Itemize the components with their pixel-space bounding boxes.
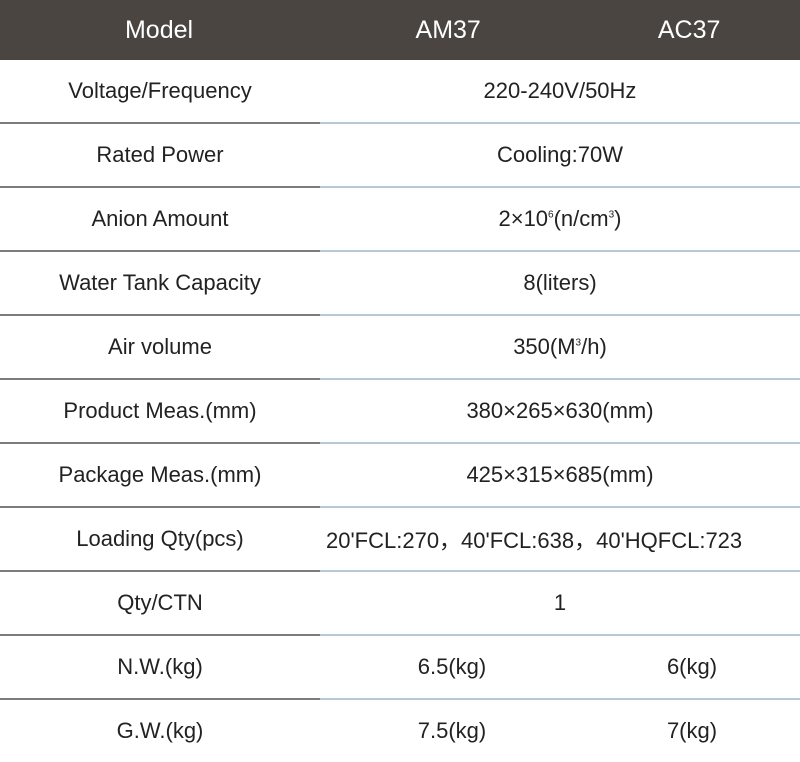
table-row: Water Tank Capacity 8(liters) xyxy=(0,252,800,314)
row-value: Cooling:70W xyxy=(497,142,623,167)
row-divider xyxy=(0,250,800,252)
row-divider xyxy=(0,186,800,188)
header-ac37: AC37 xyxy=(657,15,721,44)
row-label: Voltage/Frequency xyxy=(68,78,252,103)
table-row: Rated Power Cooling:70W xyxy=(0,124,800,186)
table-row: Air volume 350(M3/h) xyxy=(0,316,800,378)
row-value: 2×106(n/cm3) xyxy=(498,206,622,231)
row-label: Product Meas.(mm) xyxy=(63,398,257,423)
value-ac37: 6(kg) xyxy=(666,654,718,679)
row-divider xyxy=(0,122,800,124)
row-value: 350(M3/h) xyxy=(513,334,607,359)
row-label: Water Tank Capacity xyxy=(59,270,261,295)
row-value: 220-240V/50Hz xyxy=(483,78,637,103)
row-label: Package Meas.(mm) xyxy=(58,462,262,487)
value-am37: 7.5(kg) xyxy=(417,718,487,743)
table-row: N.W.(kg) 6.5(kg) 6(kg) xyxy=(0,636,800,698)
row-divider xyxy=(0,442,800,444)
row-divider xyxy=(0,506,800,508)
row-value: 20'FCL:270，40'FCL:638，40'HQFCL:723 xyxy=(326,528,743,553)
row-label: Rated Power xyxy=(96,142,224,167)
table-row: Loading Qty(pcs) 20'FCL:270，40'FCL:638，4… xyxy=(0,508,800,570)
row-label: Air volume xyxy=(108,334,212,359)
header-am37: AM37 xyxy=(415,15,481,44)
row-value: 380×265×630(mm) xyxy=(466,398,654,423)
row-divider xyxy=(0,698,800,700)
table-header: Model AM37 AC37 xyxy=(0,0,800,60)
table-row: Voltage/Frequency 220-240V/50Hz xyxy=(0,60,800,122)
row-label: G.W.(kg) xyxy=(116,718,204,743)
row-label: Anion Amount xyxy=(91,206,229,231)
row-divider xyxy=(0,570,800,572)
row-value: 425×315×685(mm) xyxy=(466,462,654,487)
table-row: Anion Amount 2×106(n/cm3) xyxy=(0,188,800,250)
table-row: Product Meas.(mm) 380×265×630(mm) xyxy=(0,380,800,442)
header-model: Model xyxy=(124,15,194,44)
row-value: 1 xyxy=(553,590,567,615)
table-row: Package Meas.(mm) 425×315×685(mm) xyxy=(0,444,800,506)
value-ac37: 7(kg) xyxy=(666,718,718,743)
table-row: G.W.(kg) 7.5(kg) 7(kg) xyxy=(0,700,800,762)
row-value: 8(liters) xyxy=(523,270,597,295)
table-row: Qty/CTN 1 xyxy=(0,572,800,634)
row-divider xyxy=(0,378,800,380)
value-am37: 6.5(kg) xyxy=(417,654,487,679)
row-label: Loading Qty(pcs) xyxy=(76,526,244,551)
row-label: Qty/CTN xyxy=(117,590,203,615)
row-values: 7.5(kg) 7(kg) xyxy=(320,718,800,744)
row-label: N.W.(kg) xyxy=(117,654,203,679)
row-divider xyxy=(0,634,800,636)
row-divider xyxy=(0,314,800,316)
row-values: 6.5(kg) 6(kg) xyxy=(320,654,800,680)
